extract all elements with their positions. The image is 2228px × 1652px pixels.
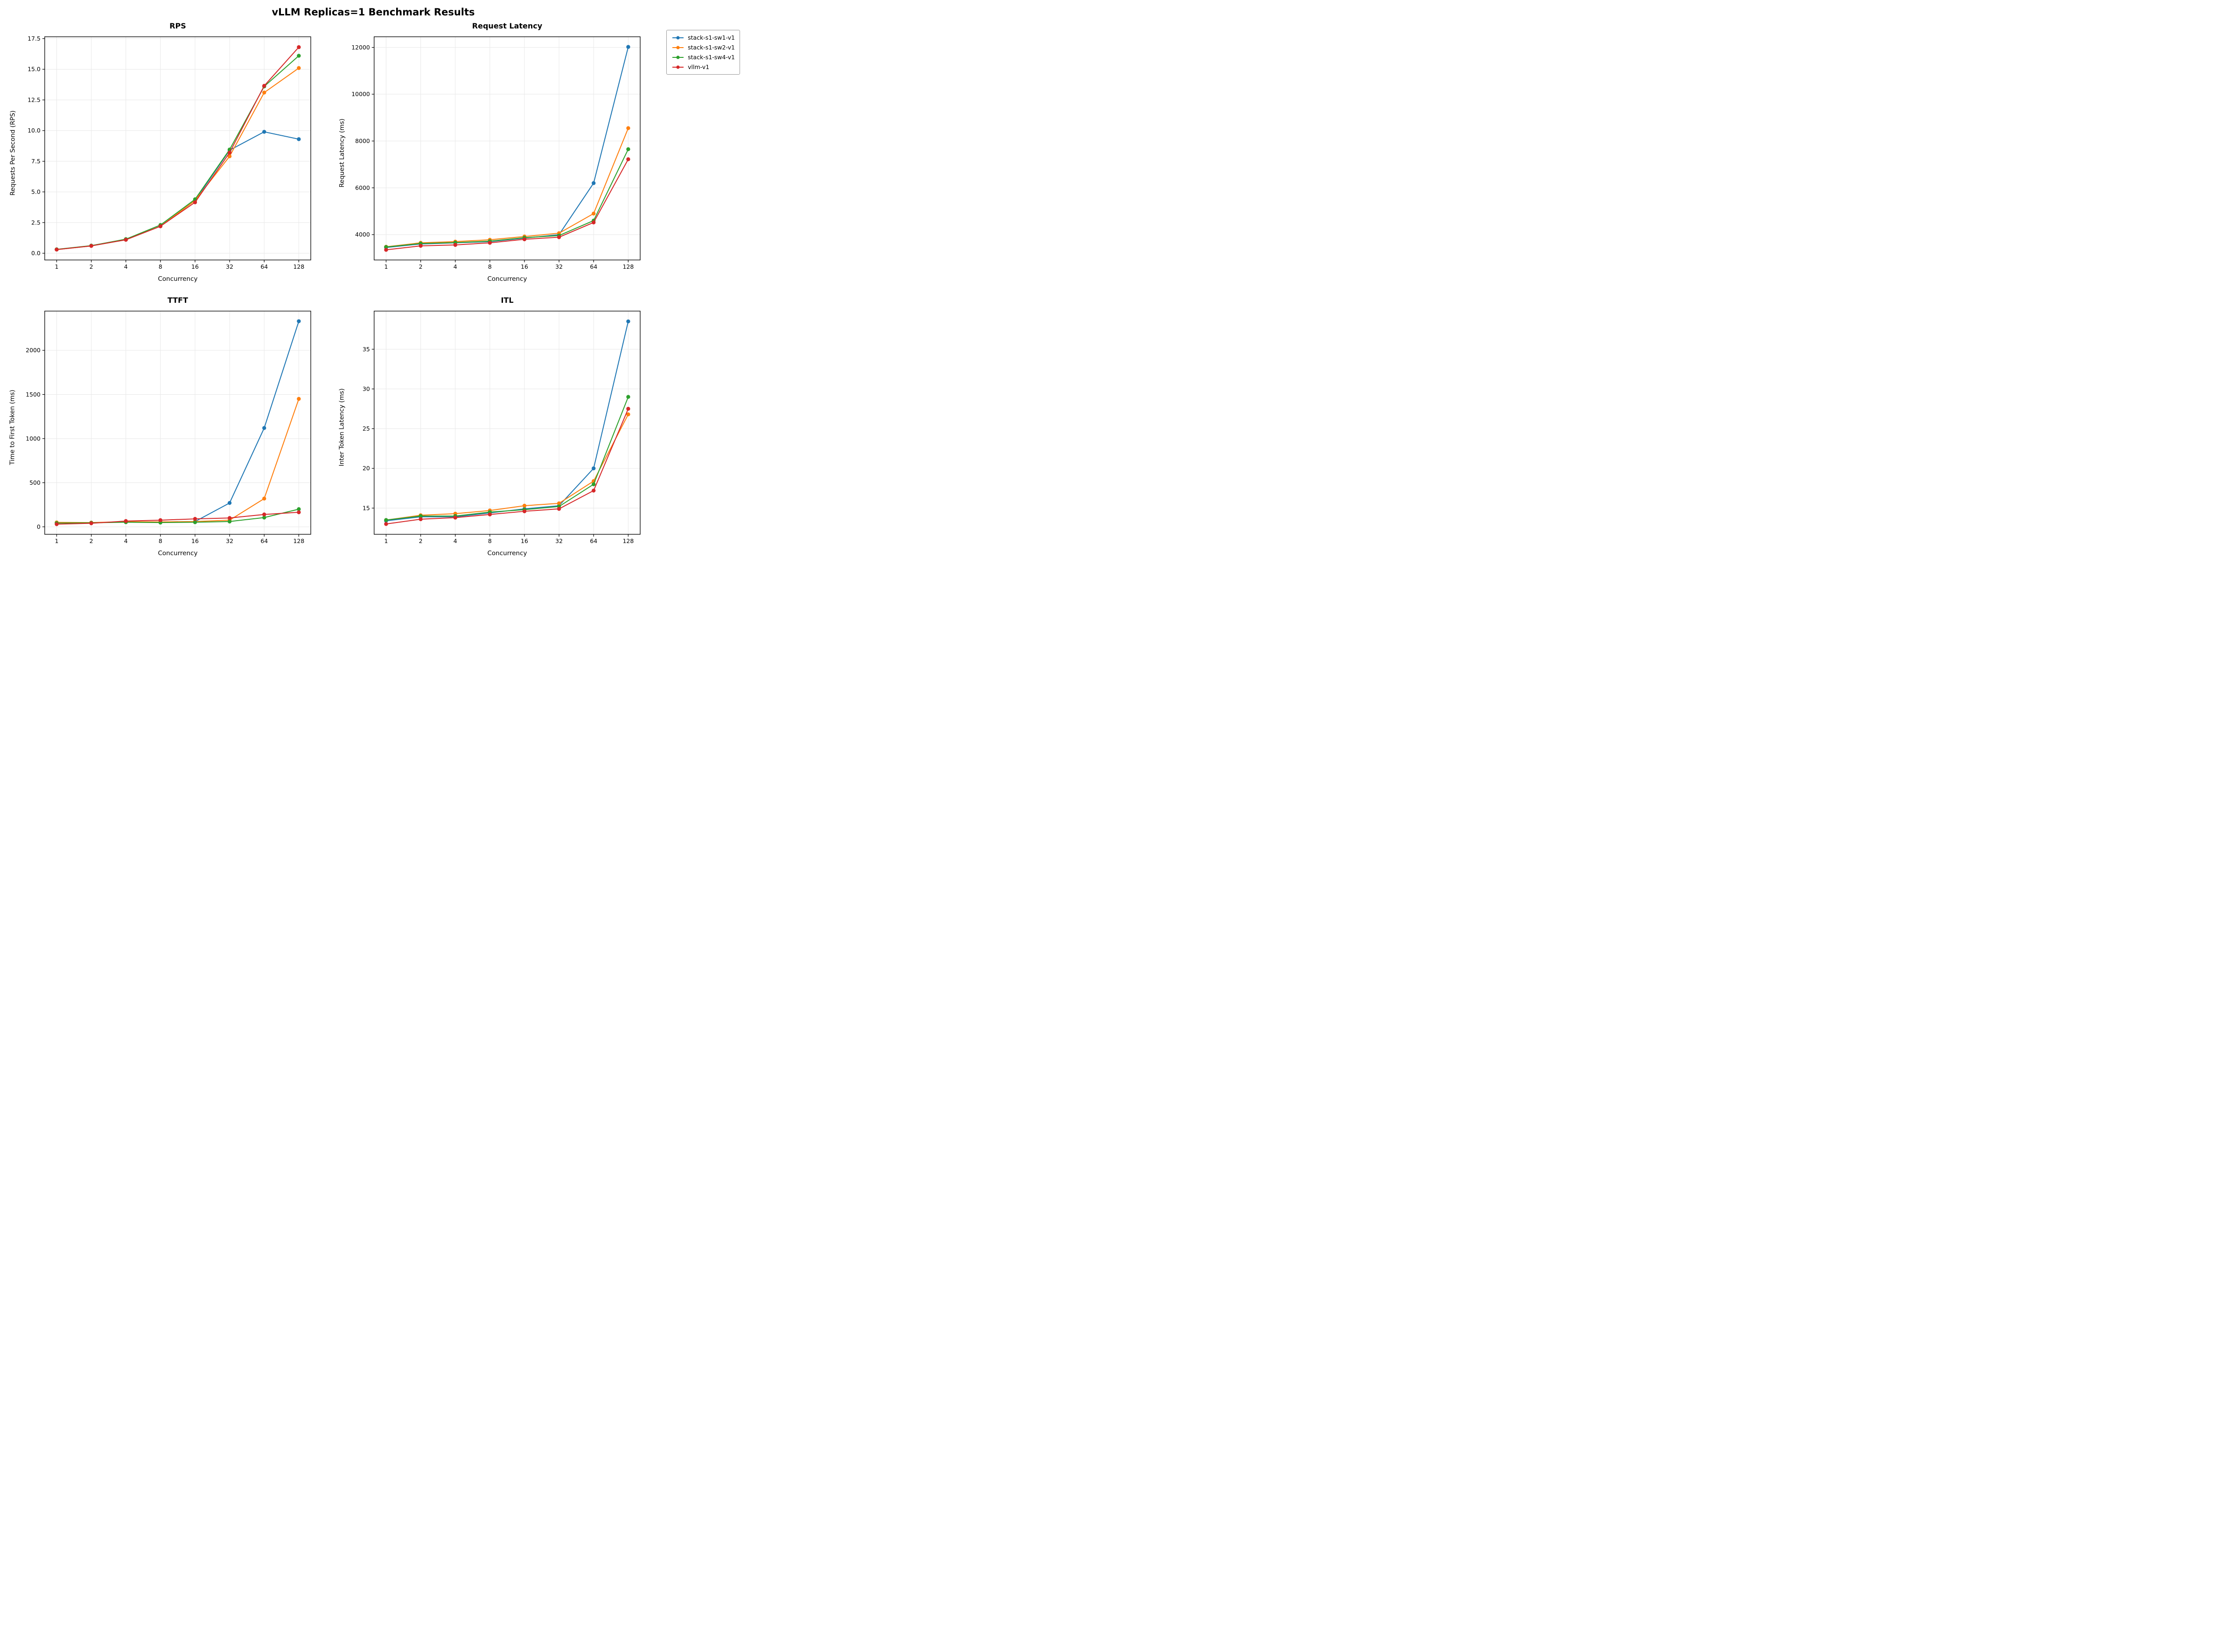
svg-text:8000: 8000 bbox=[355, 138, 370, 145]
chart-ttft-y-axis-label: Time to First Token (ms) bbox=[9, 390, 17, 465]
chart-rps-x-axis-label: Concurrency bbox=[158, 275, 198, 283]
svg-text:6000: 6000 bbox=[355, 184, 370, 191]
legend-entry: stack-s1-sw1-v1 bbox=[671, 34, 735, 41]
svg-text:1: 1 bbox=[384, 537, 388, 544]
chart-ttft-title: TTFT bbox=[167, 296, 189, 305]
svg-text:2.5: 2.5 bbox=[31, 219, 41, 226]
chart-rps-plot-area: 0.0 2.5 5.0 7.5 10.0 12.5 15.0 17.5 1 2 4 8 16 32 64 12… bbox=[28, 35, 311, 270]
svg-text:2000: 2000 bbox=[26, 347, 41, 354]
svg-text:7.5: 7.5 bbox=[31, 158, 41, 165]
svg-text:128: 128 bbox=[622, 263, 634, 270]
svg-text:0: 0 bbox=[37, 523, 41, 530]
svg-text:8: 8 bbox=[159, 537, 162, 544]
svg-text:4: 4 bbox=[454, 263, 457, 270]
svg-text:10000: 10000 bbox=[351, 91, 370, 98]
legend-entry: vllm-v1 bbox=[671, 63, 735, 70]
chart-rps-y-axis-label: Requests Per Second (RPS) bbox=[9, 110, 17, 196]
svg-text:128: 128 bbox=[293, 537, 304, 544]
chart-request-latency-x-axis-label: Concurrency bbox=[487, 275, 527, 283]
chart-ttft-x-axis-label: Concurrency bbox=[158, 550, 198, 557]
chart-request-latency-title: Request Latency bbox=[472, 21, 543, 30]
legend-entry: stack-s1-sw2-v1 bbox=[671, 44, 735, 51]
chart-request-latency-plot-area: 4000 6000 8000 10000 12000 1 2 4 8 16 32 64 128 bbox=[351, 36, 641, 270]
svg-text:1000: 1000 bbox=[26, 435, 41, 442]
svg-text:12000: 12000 bbox=[351, 44, 370, 51]
svg-text:15: 15 bbox=[363, 504, 370, 511]
legend-line-marker-icon bbox=[672, 65, 684, 69]
figure-title: vLLM Replicas=1 Benchmark Results bbox=[272, 7, 475, 18]
svg-text:2: 2 bbox=[419, 263, 423, 270]
svg-text:2: 2 bbox=[419, 537, 423, 544]
svg-text:10.0: 10.0 bbox=[28, 127, 41, 134]
chart-rps: RPS Requests Per Second (RPS) 0.0 2.5 5.0 7… bbox=[7, 21, 315, 283]
legend-line-marker-icon bbox=[672, 45, 684, 49]
svg-text:25: 25 bbox=[363, 425, 370, 432]
svg-text:20: 20 bbox=[363, 465, 370, 472]
legend-entry-label: stack-s1-sw2-v1 bbox=[688, 44, 735, 51]
svg-text:17.5: 17.5 bbox=[28, 35, 41, 42]
chart-rps-title: RPS bbox=[169, 21, 186, 30]
svg-text:64: 64 bbox=[590, 263, 597, 270]
chart-ttft-plot-area: 0 500 1000 1500 2000 1 2 4 8 16 32 64 128 bbox=[26, 311, 311, 544]
svg-text:32: 32 bbox=[555, 537, 563, 544]
svg-text:4000: 4000 bbox=[355, 231, 370, 238]
svg-text:8: 8 bbox=[159, 263, 162, 270]
svg-text:4: 4 bbox=[124, 537, 128, 544]
svg-text:4: 4 bbox=[454, 537, 457, 544]
svg-text:16: 16 bbox=[521, 263, 528, 270]
chart-itl-plot-area: 15 20 25 30 35 1 2 4 8 16 32 64 128 bbox=[363, 311, 641, 544]
svg-text:0.0: 0.0 bbox=[31, 250, 41, 257]
svg-text:500: 500 bbox=[29, 479, 41, 486]
svg-text:32: 32 bbox=[226, 537, 233, 544]
svg-text:8: 8 bbox=[488, 263, 492, 270]
chart-ttft: TTFT Time to First Token (ms) 0 500 1000 15… bbox=[7, 296, 315, 557]
svg-text:15.0: 15.0 bbox=[28, 66, 41, 73]
svg-text:16: 16 bbox=[191, 537, 199, 544]
chart-itl-x-axis-label: Concurrency bbox=[487, 550, 527, 557]
svg-text:16: 16 bbox=[521, 537, 528, 544]
chart-request-latency: Request Latency Request Latency (ms) 400… bbox=[337, 21, 645, 283]
svg-text:1500: 1500 bbox=[26, 391, 41, 398]
svg-text:64: 64 bbox=[590, 537, 597, 544]
svg-text:1: 1 bbox=[55, 263, 59, 270]
svg-text:2: 2 bbox=[90, 537, 93, 544]
chart-itl-y-axis-label: Inter Token Latency (ms) bbox=[338, 388, 346, 467]
svg-text:4: 4 bbox=[124, 263, 128, 270]
svg-text:35: 35 bbox=[363, 346, 370, 353]
svg-text:16: 16 bbox=[191, 263, 199, 270]
chart-request-latency-y-axis-label: Request Latency (ms) bbox=[338, 118, 346, 188]
svg-text:5.0: 5.0 bbox=[31, 188, 41, 195]
svg-text:32: 32 bbox=[226, 263, 233, 270]
svg-text:32: 32 bbox=[555, 263, 563, 270]
svg-text:128: 128 bbox=[293, 263, 304, 270]
svg-text:64: 64 bbox=[260, 263, 268, 270]
charts-grid: RPS Requests Per Second (RPS) 0.0 2.5 5.0 7… bbox=[7, 21, 747, 557]
figure: vLLM Replicas=1 Benchmark Results RPS Re… bbox=[0, 0, 747, 566]
legend-entry-label: stack-s1-sw4-v1 bbox=[688, 54, 735, 61]
legend-entry: stack-s1-sw4-v1 bbox=[671, 54, 735, 61]
legend-entry-label: vllm-v1 bbox=[688, 63, 710, 70]
svg-text:1: 1 bbox=[384, 263, 388, 270]
legend-line-marker-icon bbox=[672, 35, 684, 40]
chart-itl: ITL Inter Token Latency (ms) 15 20 25 30 35 1… bbox=[337, 296, 645, 557]
svg-text:8: 8 bbox=[488, 537, 492, 544]
svg-text:1: 1 bbox=[55, 537, 59, 544]
svg-text:30: 30 bbox=[363, 385, 370, 392]
legend: stack-s1-sw1-v1 stack-s1-sw2-v1 stack-s1… bbox=[666, 30, 740, 75]
chart-itl-title: ITL bbox=[501, 296, 514, 305]
svg-text:2: 2 bbox=[90, 263, 93, 270]
svg-text:128: 128 bbox=[622, 537, 634, 544]
legend-line-marker-icon bbox=[672, 55, 684, 59]
svg-text:12.5: 12.5 bbox=[28, 96, 41, 103]
legend-entry-label: stack-s1-sw1-v1 bbox=[688, 34, 735, 41]
svg-text:64: 64 bbox=[260, 537, 268, 544]
